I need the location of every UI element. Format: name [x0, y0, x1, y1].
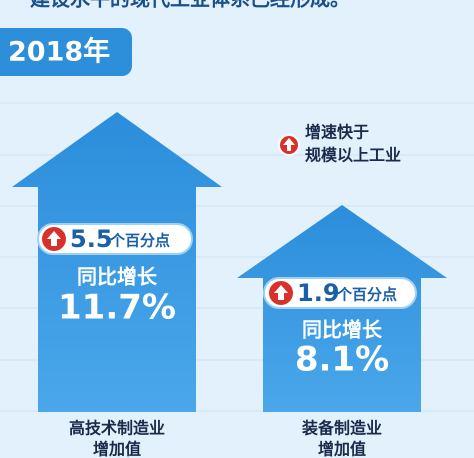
arrow: [12, 112, 222, 412]
up-icon-arrow: [47, 231, 61, 246]
item-name: 高技术制造业: [69, 419, 165, 438]
badge-value: 5.5: [70, 225, 113, 253]
badge: [37, 223, 193, 255]
caption: 建设水平的现代工业体系已经形成。: [30, 0, 350, 11]
growth: 8.1%: [295, 340, 389, 380]
year-tag: [0, 28, 132, 76]
badge-value: 1.9: [297, 279, 340, 307]
growth-label: 同比增长: [302, 318, 383, 342]
badge: [263, 277, 417, 309]
year: 2018年: [8, 36, 110, 68]
badge-unit: 个百分点: [336, 286, 397, 304]
item-name: 增加值: [93, 440, 141, 458]
growth: 11.7%: [58, 288, 176, 328]
up-icon-arrow: [274, 285, 288, 300]
item-name: 增加值: [318, 440, 366, 458]
up-icon-arrow: [283, 138, 295, 151]
item-name: 装备制造业: [301, 419, 382, 438]
note: 规模以上工业: [305, 146, 401, 165]
item: 5.5 个百分点 同比增长 11.7% 高技术制造业 增加值: [37, 223, 193, 458]
badge-unit: 个百分点: [109, 232, 170, 250]
note: 增速快于: [305, 123, 369, 142]
growth-label: 同比增长: [77, 265, 158, 289]
item: 1.9 个百分点 同比增长 8.1% 装备制造业 增加值: [263, 277, 417, 458]
